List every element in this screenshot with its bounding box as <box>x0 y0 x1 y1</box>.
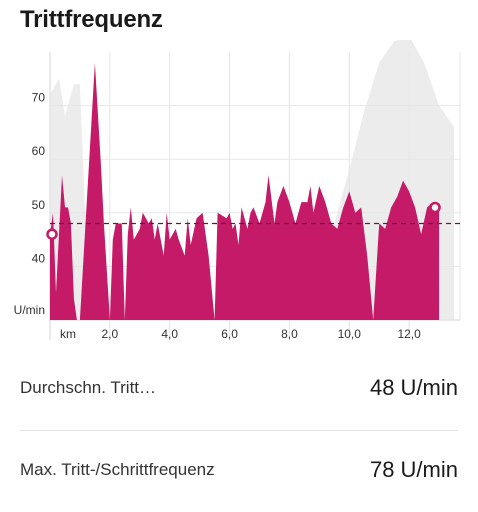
stat-label-max: Max. Tritt-/Schrittfrequenz <box>20 460 215 479</box>
stat-value-average: 48 U/min <box>369 375 458 400</box>
page-title: Trittfrequenz <box>20 6 163 33</box>
x-tick-label: 4,0 <box>161 327 178 341</box>
x-tick-label: 10,0 <box>338 327 362 341</box>
x-tick-label: 12,0 <box>397 327 421 341</box>
chart-marks <box>46 201 460 240</box>
stat-row-max: Max. Tritt-/Schrittfrequenz 78 U/min <box>20 457 458 483</box>
divider <box>20 430 458 431</box>
y-unit-label: U/min <box>14 303 45 317</box>
x-tick-label: 6,0 <box>221 327 238 341</box>
stat-row-average: Durchschn. Tritt… 48 U/min <box>20 375 458 401</box>
chart-tick-labels: 2,0 4,0 6,0 8,0 10,0 12,0 40 50 60 70 U/min km <box>14 91 421 341</box>
cadence-chart: 2,0 4,0 6,0 8,0 10,0 12,0 40 50 60 70 U/min km <box>14 40 461 341</box>
y-tick-label: 60 <box>32 144 46 158</box>
x-tick-label: 2,0 <box>102 327 119 341</box>
y-tick-label: 50 <box>32 198 46 212</box>
start-marker <box>46 228 58 240</box>
y-tick-label: 40 <box>32 251 46 265</box>
cadence-series-area <box>50 62 440 320</box>
x-tick-label: 8,0 <box>281 327 298 341</box>
y-tick-label: 70 <box>32 91 46 105</box>
stat-label-average: Durchschn. Tritt… <box>20 378 157 397</box>
x-unit-label: km <box>60 327 76 341</box>
end-marker <box>429 201 441 214</box>
stat-value-max: 78 U/min <box>369 457 458 482</box>
